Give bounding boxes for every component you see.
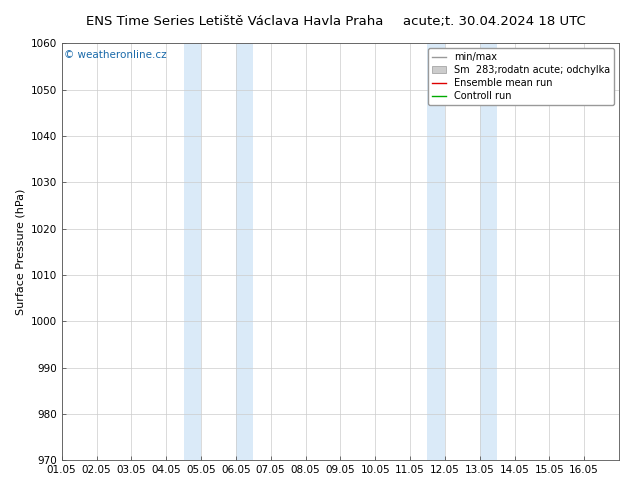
Text: acute;t. 30.04.2024 18 UTC: acute;t. 30.04.2024 18 UTC — [403, 15, 586, 28]
Bar — [480, 44, 497, 460]
Text: ENS Time Series Letiště Václava Havla Praha: ENS Time Series Letiště Václava Havla Pr… — [86, 15, 384, 28]
Bar — [184, 44, 201, 460]
Y-axis label: Surface Pressure (hPa): Surface Pressure (hPa) — [15, 189, 25, 315]
Bar — [427, 44, 445, 460]
Bar — [236, 44, 253, 460]
Text: © weatheronline.cz: © weatheronline.cz — [65, 50, 167, 60]
Legend: min/max, Sm  283;rodatn acute; odchylka, Ensemble mean run, Controll run: min/max, Sm 283;rodatn acute; odchylka, … — [428, 49, 614, 105]
